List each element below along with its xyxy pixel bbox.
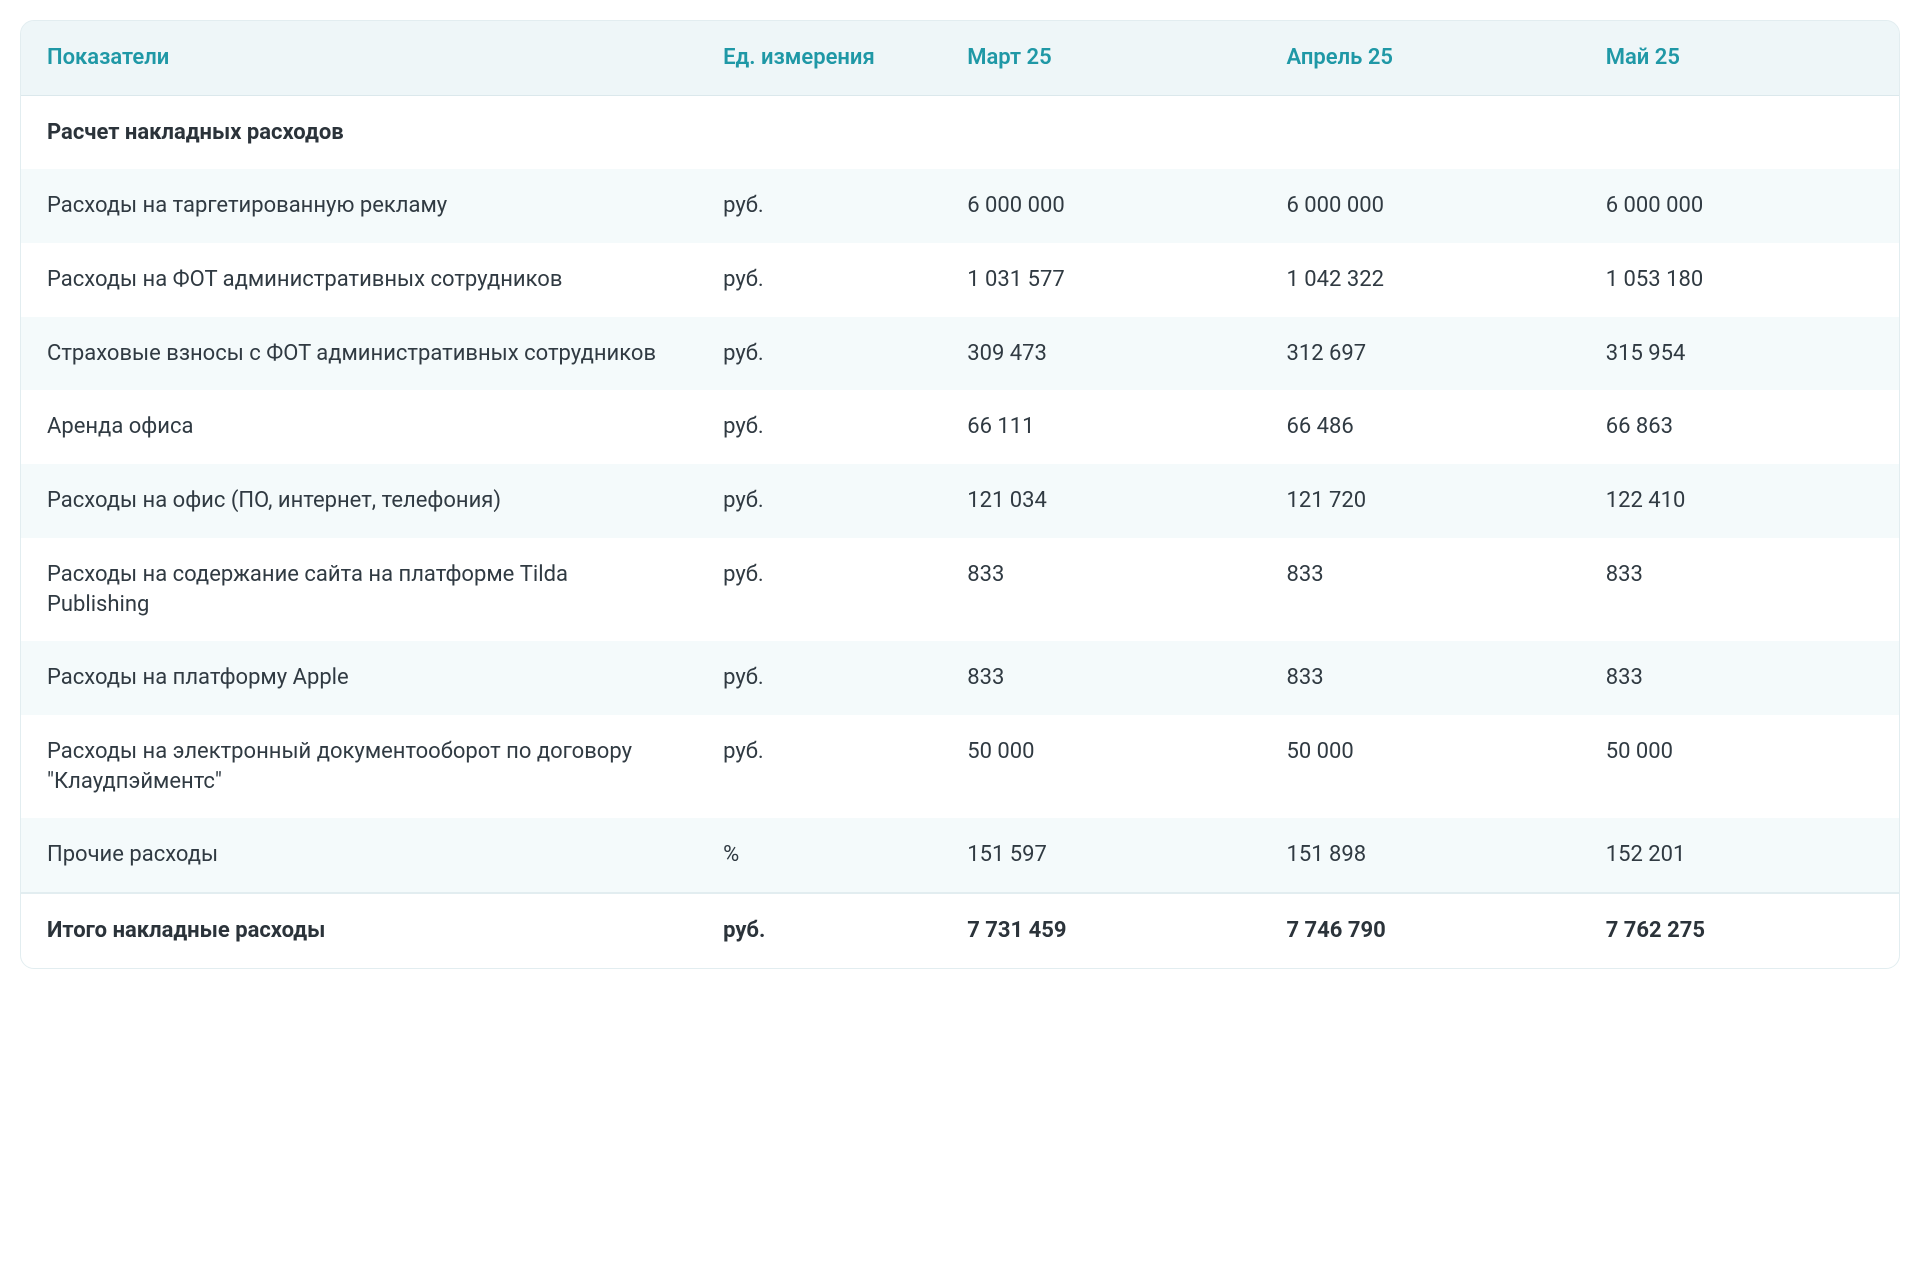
table-body: Расчет накладных расходов Расходы на тар… xyxy=(21,95,1899,967)
overhead-costs-table: Показатели Ед. измерения Март 25 Апрель … xyxy=(20,20,1900,969)
table: Показатели Ед. измерения Март 25 Апрель … xyxy=(21,21,1899,968)
cell-indicator: Страховые взносы с ФОТ административных … xyxy=(21,317,697,391)
cell-indicator: Итого накладные расходы xyxy=(21,893,697,968)
cell-indicator: Расходы на платформу Apple xyxy=(21,641,697,715)
col-header-may25: Май 25 xyxy=(1580,21,1899,95)
cell-unit: руб. xyxy=(697,464,941,538)
cell-indicator: Расходы на офис (ПО, интернет, телефония… xyxy=(21,464,697,538)
table-row: Расходы на платформу Apple руб. 833 833 … xyxy=(21,641,1899,715)
cell-apr25 xyxy=(1260,95,1579,169)
cell-apr25: 312 697 xyxy=(1260,317,1579,391)
cell-may25: 833 xyxy=(1580,641,1899,715)
cell-apr25: 151 898 xyxy=(1260,818,1579,893)
cell-mar25: 50 000 xyxy=(941,715,1260,818)
cell-indicator: Расходы на электронный документооборот п… xyxy=(21,715,697,818)
cell-unit: % xyxy=(697,818,941,893)
total-row: Итого накладные расходы руб. 7 731 459 7… xyxy=(21,893,1899,968)
cell-mar25: 1 031 577 xyxy=(941,243,1260,317)
cell-mar25: 833 xyxy=(941,641,1260,715)
cell-unit: руб. xyxy=(697,715,941,818)
table-row: Аренда офиса руб. 66 111 66 486 66 863 xyxy=(21,390,1899,464)
table-row: Расходы на содержание сайта на платформе… xyxy=(21,538,1899,641)
cell-indicator: Прочие расходы xyxy=(21,818,697,893)
cell-unit: руб. xyxy=(697,641,941,715)
cell-mar25 xyxy=(941,95,1260,169)
table-row: Прочие расходы % 151 597 151 898 152 201 xyxy=(21,818,1899,893)
cell-mar25: 66 111 xyxy=(941,390,1260,464)
cell-mar25: 6 000 000 xyxy=(941,169,1260,243)
cell-unit: руб. xyxy=(697,893,941,968)
cell-unit xyxy=(697,95,941,169)
cell-apr25: 833 xyxy=(1260,641,1579,715)
col-header-unit: Ед. измерения xyxy=(697,21,941,95)
cell-may25: 315 954 xyxy=(1580,317,1899,391)
cell-indicator: Расходы на таргетированную рекламу xyxy=(21,169,697,243)
cell-mar25: 833 xyxy=(941,538,1260,641)
section-row: Расчет накладных расходов xyxy=(21,95,1899,169)
table-row: Расходы на офис (ПО, интернет, телефония… xyxy=(21,464,1899,538)
cell-unit: руб. xyxy=(697,243,941,317)
cell-indicator: Расходы на содержание сайта на платформе… xyxy=(21,538,697,641)
col-header-apr25: Апрель 25 xyxy=(1260,21,1579,95)
cell-indicator: Расходы на ФОТ административных сотрудни… xyxy=(21,243,697,317)
cell-unit: руб. xyxy=(697,390,941,464)
cell-may25: 50 000 xyxy=(1580,715,1899,818)
cell-mar25: 7 731 459 xyxy=(941,893,1260,968)
cell-apr25: 6 000 000 xyxy=(1260,169,1579,243)
cell-indicator: Расчет накладных расходов xyxy=(21,95,697,169)
cell-may25: 66 863 xyxy=(1580,390,1899,464)
cell-mar25: 151 597 xyxy=(941,818,1260,893)
cell-apr25: 833 xyxy=(1260,538,1579,641)
cell-mar25: 121 034 xyxy=(941,464,1260,538)
cell-unit: руб. xyxy=(697,317,941,391)
cell-apr25: 1 042 322 xyxy=(1260,243,1579,317)
table-row: Расходы на электронный документооборот п… xyxy=(21,715,1899,818)
cell-may25: 152 201 xyxy=(1580,818,1899,893)
cell-apr25: 50 000 xyxy=(1260,715,1579,818)
table-row: Страховые взносы с ФОТ административных … xyxy=(21,317,1899,391)
cell-apr25: 66 486 xyxy=(1260,390,1579,464)
col-header-mar25: Март 25 xyxy=(941,21,1260,95)
col-header-indicator: Показатели xyxy=(21,21,697,95)
table-row: Расходы на таргетированную рекламу руб. … xyxy=(21,169,1899,243)
cell-may25: 1 053 180 xyxy=(1580,243,1899,317)
cell-apr25: 121 720 xyxy=(1260,464,1579,538)
cell-may25: 7 762 275 xyxy=(1580,893,1899,968)
cell-unit: руб. xyxy=(697,169,941,243)
cell-apr25: 7 746 790 xyxy=(1260,893,1579,968)
cell-may25: 6 000 000 xyxy=(1580,169,1899,243)
cell-indicator: Аренда офиса xyxy=(21,390,697,464)
table-header-row: Показатели Ед. измерения Март 25 Апрель … xyxy=(21,21,1899,95)
cell-may25: 122 410 xyxy=(1580,464,1899,538)
cell-may25: 833 xyxy=(1580,538,1899,641)
cell-mar25: 309 473 xyxy=(941,317,1260,391)
cell-unit: руб. xyxy=(697,538,941,641)
table-row: Расходы на ФОТ административных сотрудни… xyxy=(21,243,1899,317)
cell-may25 xyxy=(1580,95,1899,169)
